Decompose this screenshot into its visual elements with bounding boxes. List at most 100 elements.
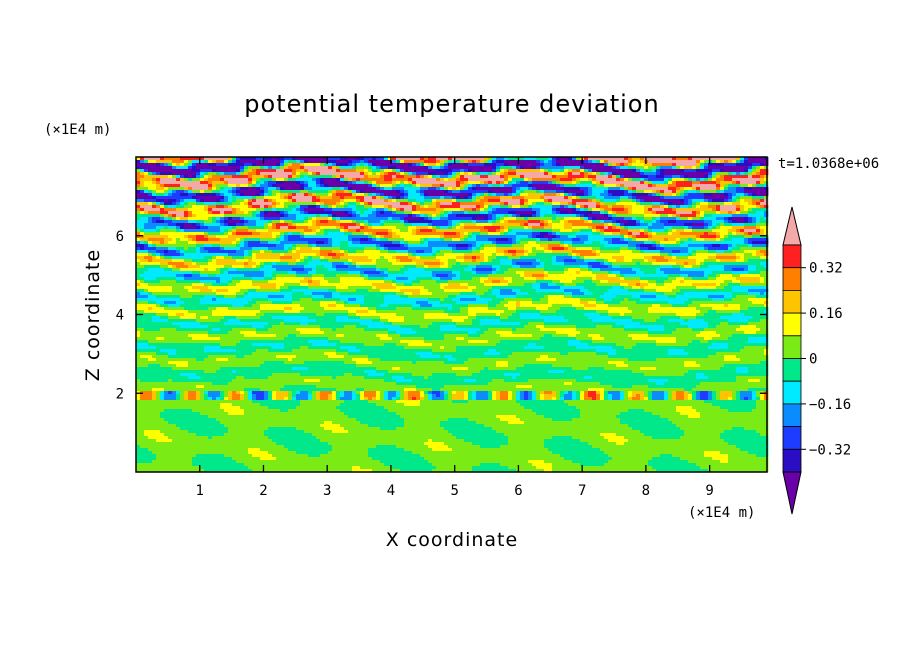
field-cell <box>636 211 641 215</box>
field-cell <box>716 214 721 218</box>
field-cell <box>616 175 621 179</box>
field-cell <box>544 238 549 242</box>
field-cell <box>156 175 161 179</box>
field-cell <box>420 211 425 215</box>
field-cell <box>692 160 697 164</box>
field-cell <box>660 202 665 206</box>
field-cell <box>556 181 561 185</box>
field-cell <box>240 160 245 164</box>
field-cell <box>648 247 653 251</box>
field-cell <box>476 226 481 230</box>
field-cell <box>268 190 273 194</box>
field-cell <box>692 193 697 197</box>
field-cell <box>576 172 581 176</box>
field-cell <box>204 178 209 182</box>
field-cell <box>288 190 293 194</box>
field-cell <box>668 175 673 179</box>
field-cell <box>660 163 665 167</box>
field-cell <box>664 244 669 248</box>
field-cell <box>496 229 501 233</box>
field-cell <box>488 163 493 167</box>
field-cell <box>164 169 169 173</box>
field-cell <box>760 193 765 197</box>
field-cell <box>416 208 421 212</box>
field-cell <box>636 184 641 188</box>
field-cell <box>580 199 585 203</box>
field-cell <box>568 172 573 176</box>
field-cell <box>648 166 653 170</box>
field-cell <box>744 217 749 221</box>
field-cell <box>464 166 469 170</box>
field-cell <box>584 247 589 251</box>
field-cell <box>668 223 673 227</box>
field-cell <box>584 157 589 161</box>
field-cell <box>332 199 337 203</box>
field-cell <box>300 184 305 188</box>
field-cell <box>504 211 509 215</box>
field-cell <box>448 160 453 164</box>
field-cell <box>620 175 625 179</box>
field-cell <box>560 238 565 242</box>
field-cell <box>156 247 161 251</box>
field-cell <box>664 169 669 173</box>
field-cell <box>148 211 153 215</box>
field-cell <box>740 211 745 215</box>
field-cell <box>352 184 357 188</box>
field-cell <box>200 184 205 188</box>
field-cell <box>500 160 505 164</box>
field-cell <box>468 211 473 215</box>
field-cell <box>336 241 341 245</box>
field-cell <box>440 199 445 203</box>
field-cell <box>480 172 485 176</box>
field-cell <box>656 160 661 164</box>
field-cell <box>328 196 333 200</box>
field-cell <box>508 229 513 233</box>
field-cell <box>340 193 345 197</box>
field-cell <box>384 211 389 215</box>
field-cell <box>400 166 405 170</box>
field-cell <box>416 220 421 224</box>
field-cell <box>408 193 413 197</box>
field-cell <box>228 217 233 221</box>
field-cell <box>596 160 601 164</box>
field-cell <box>460 199 465 203</box>
field-cell <box>420 205 425 209</box>
field-cell <box>532 229 537 233</box>
field-cell <box>428 208 433 212</box>
field-cell <box>348 187 353 191</box>
field-cell <box>400 229 405 233</box>
field-cell <box>632 157 637 161</box>
field-cell <box>720 214 725 218</box>
field-cell <box>136 163 141 167</box>
field-cell <box>184 217 189 221</box>
field-cell <box>356 157 361 161</box>
field-cell <box>236 190 241 194</box>
field-cell <box>520 202 525 206</box>
field-cell <box>728 235 733 239</box>
field-cell <box>248 160 253 164</box>
field-cell <box>752 160 757 164</box>
field-cell <box>500 184 505 188</box>
field-cell <box>600 184 605 188</box>
field-cell <box>700 178 705 182</box>
field-cell <box>696 211 701 215</box>
field-cell <box>272 157 277 161</box>
field-cell <box>664 193 669 197</box>
field-cell <box>524 157 529 161</box>
field-cell <box>672 232 677 236</box>
field-cell <box>448 211 453 215</box>
field-cell <box>408 214 413 218</box>
field-cell <box>536 202 541 206</box>
field-cell <box>300 175 305 179</box>
field-cell <box>164 229 169 233</box>
field-cell <box>260 163 265 167</box>
field-cell <box>212 229 217 233</box>
field-cell <box>488 190 493 194</box>
field-cell <box>288 163 293 167</box>
field-cell <box>520 157 525 161</box>
field-cell <box>500 214 505 218</box>
field-cell <box>624 211 629 215</box>
field-cell <box>484 169 489 173</box>
field-cell <box>420 196 425 200</box>
field-cell <box>624 220 629 224</box>
